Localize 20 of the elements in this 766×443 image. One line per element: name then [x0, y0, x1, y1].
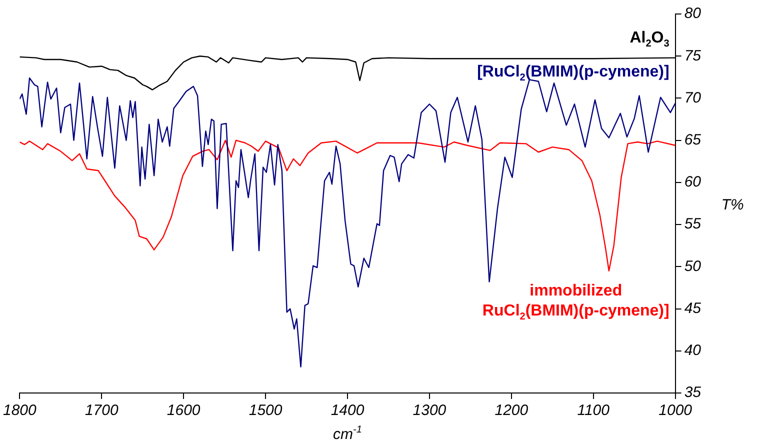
y-tick-label: 55	[684, 216, 702, 233]
x-tick-label: 1100	[577, 402, 610, 420]
x-tick-label: 1000	[658, 402, 693, 420]
y-tick-label: 70	[684, 89, 702, 106]
y-axis-title: T%	[721, 196, 744, 214]
y-tick-label: 35	[684, 384, 702, 402]
x-tick-label: 1700	[84, 402, 119, 420]
x-tick-label: 1600	[166, 402, 201, 420]
x-tick-label: 1800	[2, 402, 38, 420]
y-tick-label: 40	[684, 342, 702, 360]
x-tick-label: 1500	[248, 402, 283, 420]
y-tick-label: 80	[684, 5, 702, 22]
y-tick-label: 75	[684, 47, 702, 64]
x-tick-label: 1300	[412, 402, 447, 420]
y-tick-label: 65	[684, 132, 702, 149]
x-tick-label: 1200	[494, 402, 529, 420]
y-tick-label: 60	[684, 174, 702, 191]
y-tick-label: 50	[684, 258, 702, 275]
y-tick-label: 45	[684, 300, 702, 317]
x-tick-label: 1400	[330, 402, 365, 420]
